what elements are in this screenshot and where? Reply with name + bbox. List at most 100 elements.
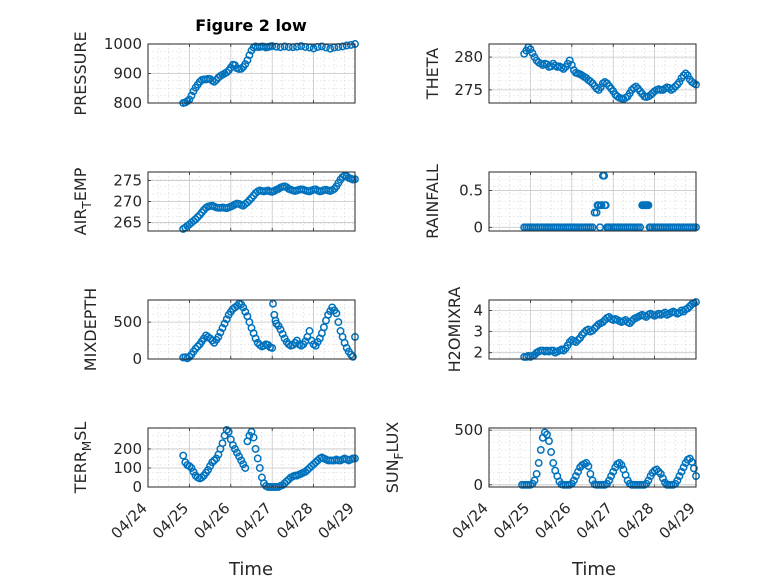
data-point [179, 451, 188, 460]
data-point [241, 60, 250, 69]
y-axis-label: SUNFLUX [383, 422, 406, 494]
y-axis-label: THETA [423, 48, 442, 100]
subplot-6: 2 3 4 H2OMIXRA [445, 287, 700, 373]
y-axis-label: RAINFALL [423, 164, 442, 239]
data-point [617, 461, 626, 470]
data-point [346, 40, 355, 49]
data-point [212, 454, 221, 463]
y-label-part: EMP [71, 167, 90, 201]
data-point [615, 459, 624, 467]
data-point [689, 464, 698, 473]
x-tick-label: 04/24 [449, 499, 492, 542]
data-point [187, 91, 196, 100]
data-point [272, 319, 281, 328]
y-label-part: AIR [71, 209, 90, 236]
x-tick-label: 04/28 [614, 499, 657, 542]
y-tick-label: 270 [113, 193, 142, 211]
data-point [214, 332, 223, 341]
data-point [317, 42, 326, 51]
data-point [193, 213, 202, 222]
data-point [208, 336, 217, 345]
data-point [185, 352, 194, 361]
y-tick-label: 0.5 [459, 181, 483, 199]
data-point [549, 459, 558, 467]
y-axis-label: TERRMSL [71, 422, 94, 495]
y-axis-label: AIRTEMP [71, 167, 94, 235]
data-point [601, 201, 610, 210]
data-point [545, 437, 553, 446]
y-tick-label: 280 [454, 48, 483, 66]
y-tick-label: 500 [113, 313, 142, 331]
data-point [528, 49, 537, 58]
axes-border [488, 43, 697, 104]
data-point [241, 307, 250, 316]
y-tick-label: 800 [113, 94, 142, 112]
x-tick-label: 04/27 [573, 499, 616, 542]
data-markers [518, 428, 700, 489]
data-point [669, 84, 678, 93]
data-point [237, 456, 246, 465]
data-point [569, 476, 578, 485]
data-point [654, 467, 663, 476]
data-point [189, 467, 198, 476]
data-point [588, 326, 597, 335]
data-point [681, 69, 690, 78]
axes-border [147, 299, 356, 360]
x-tick-label: 04/24 [108, 499, 151, 542]
data-point [677, 467, 686, 476]
data-point [228, 441, 237, 450]
y-label-subscript: T [80, 201, 94, 210]
data-point [245, 51, 254, 60]
data-point [673, 476, 682, 485]
data-point [218, 324, 227, 332]
subplot-2: 275 280 THETA [423, 43, 700, 104]
data-point [216, 328, 225, 337]
y-tick-label: 0 [473, 218, 483, 236]
y-axis-label: H2OMIXRA [445, 287, 464, 373]
data-point [218, 439, 227, 448]
data-point [280, 42, 289, 51]
data-point [683, 71, 692, 80]
subplot-8: 0 500 SUNFLUX 04/2404/2504/2604/2704/2804/2… [383, 421, 700, 542]
data-point [309, 44, 318, 53]
data-point [574, 467, 582, 476]
data-point [586, 77, 595, 86]
data-point [526, 45, 535, 54]
data-point [326, 44, 335, 53]
y-tick-label: 200 [113, 440, 142, 458]
x-axis-label-left: Time [228, 559, 273, 580]
data-point [235, 452, 244, 461]
y-label-part: SUN [383, 459, 402, 493]
data-point [332, 309, 341, 318]
data-point [671, 82, 680, 91]
y-tick-label: 275 [454, 81, 483, 99]
x-tick-label: 04/25 [490, 499, 533, 542]
x-tick-label: 04/29 [315, 499, 358, 542]
data-point [251, 444, 260, 453]
y-tick-label: 3 [473, 323, 483, 341]
y-tick-label: 0 [132, 478, 142, 496]
data-point [679, 463, 688, 472]
data-point [222, 425, 231, 434]
data-point [191, 344, 200, 353]
data-point [222, 68, 231, 77]
data-point [204, 465, 212, 474]
data-point [547, 448, 556, 456]
data-point [268, 42, 277, 51]
axes-border [488, 299, 697, 360]
data-point [224, 427, 233, 436]
data-point [346, 350, 355, 359]
data-point [249, 433, 258, 442]
data-point [239, 460, 248, 469]
y-label-subscript: F [392, 452, 406, 459]
y-label-part: TERR [71, 451, 90, 494]
y-tick-label: 0 [132, 350, 142, 368]
x-tick-label: 04/25 [149, 499, 192, 542]
data-point [278, 329, 287, 338]
data-point [597, 201, 606, 210]
x-tick-label: 04/27 [232, 499, 275, 542]
data-point [197, 473, 206, 482]
x-tick-label: 04/29 [656, 499, 699, 542]
